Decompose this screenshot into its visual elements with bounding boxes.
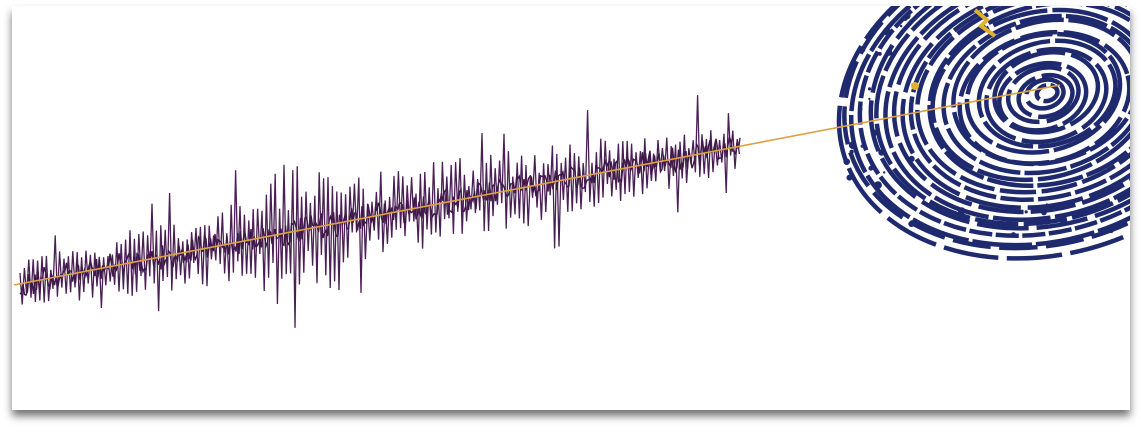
trace-line	[13, 84, 1061, 286]
speck	[884, 28, 892, 37]
speck	[1010, 232, 1017, 238]
speck	[868, 97, 871, 101]
speck	[846, 174, 853, 181]
ridge	[984, 46, 1109, 145]
speck	[908, 155, 915, 162]
speck	[934, 6, 940, 9]
speck	[877, 51, 882, 56]
speck	[867, 87, 872, 91]
speck	[1091, 205, 1098, 213]
speck	[908, 220, 915, 228]
speck	[957, 207, 966, 215]
ridge	[836, 6, 1130, 261]
ridge	[891, 6, 1130, 215]
fingerprint	[836, 3, 1130, 261]
waveform	[19, 95, 741, 328]
speck	[902, 15, 908, 21]
speck	[1059, 216, 1068, 225]
ridge	[874, 6, 1130, 227]
speck	[1045, 203, 1048, 206]
speck	[883, 171, 886, 174]
speck	[1109, 229, 1114, 234]
speck	[885, 49, 893, 56]
speck	[979, 222, 983, 226]
ridge	[976, 38, 1118, 149]
highlight	[973, 8, 997, 38]
speck	[881, 147, 886, 152]
ridge	[927, 6, 1130, 188]
speck	[856, 3, 859, 6]
speck	[849, 149, 854, 154]
ridge	[1005, 65, 1081, 125]
highlight-dot	[911, 82, 919, 90]
speck	[848, 141, 857, 150]
speck	[1096, 193, 1101, 199]
speck	[901, 30, 904, 33]
speck	[860, 144, 864, 148]
speck	[1024, 210, 1028, 214]
ridge	[915, 6, 1130, 195]
ridge	[868, 6, 1130, 231]
ridge	[857, 6, 1130, 238]
ridge	[1024, 77, 1066, 111]
ridge	[992, 50, 1101, 135]
speck	[860, 107, 863, 111]
wave-trace	[19, 95, 741, 328]
speck	[893, 205, 897, 208]
speck	[1041, 209, 1047, 216]
ridge	[1034, 82, 1060, 104]
speck	[1111, 227, 1115, 231]
wave-core	[19, 135, 741, 297]
ridge	[941, 13, 1130, 176]
speck	[1103, 228, 1109, 233]
ridge	[883, 6, 1130, 222]
ridge	[1016, 72, 1075, 120]
ridge	[900, 6, 1130, 210]
speck	[843, 158, 851, 166]
speck	[899, 24, 903, 28]
ridge	[997, 60, 1089, 133]
speck	[872, 129, 879, 136]
ridge	[930, 7, 1130, 183]
speck	[868, 165, 874, 171]
ridge	[951, 17, 1130, 167]
speck	[859, 47, 866, 53]
speck	[874, 181, 882, 190]
